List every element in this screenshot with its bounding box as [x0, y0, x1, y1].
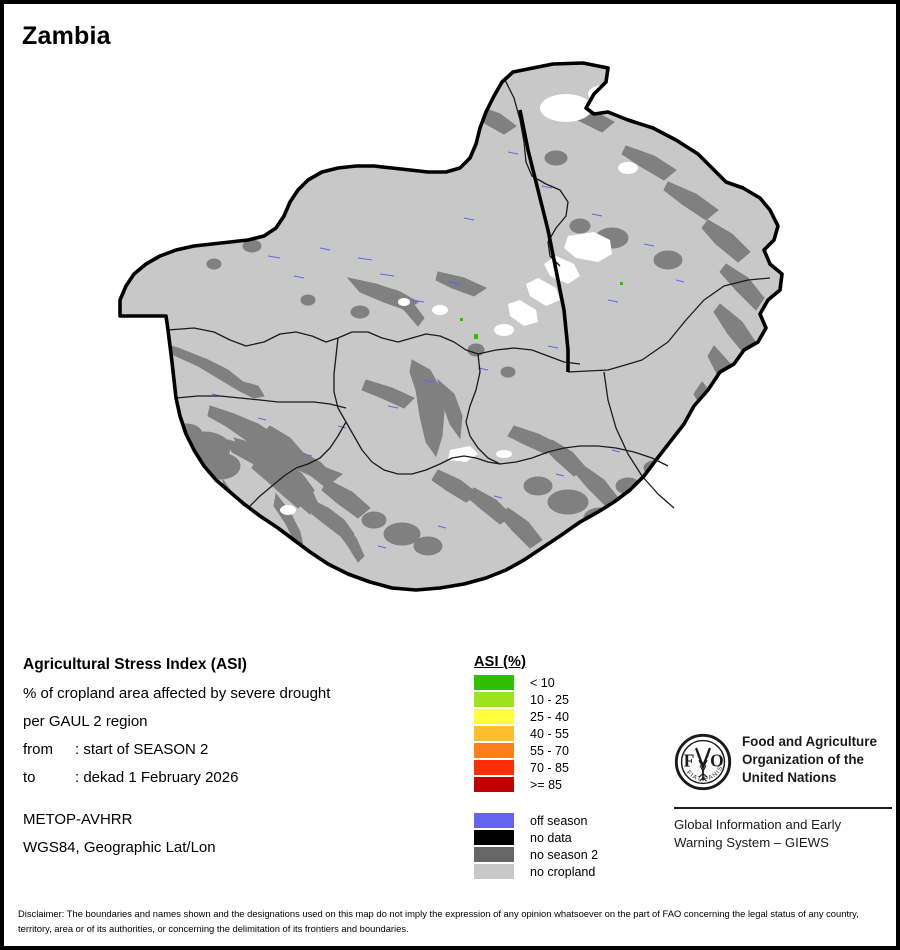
fao-system-line-2: Warning System – GIEWS	[674, 834, 829, 850]
info-subtitle-1: % of cropland area affected by severe dr…	[23, 685, 331, 702]
legend-row-class-1[interactable]: 10 - 25	[474, 691, 654, 708]
info-to-value: : dekad 1 February 2026	[75, 769, 239, 786]
zambia-map-svg	[118, 61, 784, 592]
legend-row-special-1[interactable]: no data	[474, 829, 654, 846]
legend-row-class-4[interactable]: 55 - 70	[474, 742, 654, 759]
info-projection: WGS84, Geographic Lat/Lon	[23, 839, 216, 856]
legend-swatch-special-2	[474, 847, 514, 862]
page-title: Zambia	[22, 22, 111, 50]
disclaimer-text: Disclaimer: The boundaries and names sho…	[18, 908, 859, 934]
info-subtitle-2: per GAUL 2 region	[23, 713, 148, 730]
legend-label-class-3: 40 - 55	[530, 726, 569, 741]
legend-label-class-1: 10 - 25	[530, 692, 569, 707]
legend-label-special-2: no season 2	[530, 847, 599, 862]
legend-special-list: off season no data no season 2 no cropland	[474, 812, 654, 880]
fao-divider	[674, 807, 892, 809]
legend-row-class-3[interactable]: 40 - 55	[474, 725, 654, 742]
info-from-value: : start of SEASON 2	[75, 741, 209, 758]
fao-system-line-1: Global Information and Early	[674, 817, 842, 832]
fao-name-line-1: Food and Agriculture	[742, 734, 877, 749]
map-national-border	[118, 61, 784, 592]
legend-row-special-3[interactable]: no cropland	[474, 863, 654, 880]
info-to-row: to : dekad 1 February 2026	[23, 769, 453, 786]
legend-swatch-special-1	[474, 830, 514, 845]
info-to-label: to	[23, 769, 36, 786]
info-sensor: METOP-AVHRR	[23, 811, 133, 828]
legend-class-list: < 10 10 - 25 25 - 40 40 - 55 55 - 70 70 - 85 >…	[474, 674, 654, 793]
legend-swatch-special-0	[474, 813, 514, 828]
info-spacer	[23, 797, 453, 811]
legend-row-class-2[interactable]: 25 - 40	[474, 708, 654, 725]
fao-name-line-2: Organization of the	[742, 751, 864, 767]
legend-label-class-6: >= 85	[530, 777, 562, 792]
legend-title: ASI (%)	[474, 654, 527, 670]
legend-label-class-4: 55 - 70	[530, 743, 569, 758]
legend-row-special-2[interactable]: no season 2	[474, 846, 654, 863]
map-country-fill	[120, 63, 782, 590]
legend-label-class-5: 70 - 85	[530, 760, 569, 775]
map-asi-low-pixels	[460, 282, 623, 339]
svg-text:O: O	[710, 751, 724, 771]
legend-row-special-0[interactable]: off season	[474, 812, 654, 829]
legend-label-class-2: 25 - 40	[530, 709, 569, 724]
legend-swatch-class-3	[474, 726, 514, 741]
legend-label-special-3: no cropland	[530, 864, 596, 879]
fao-name-line-3: United Nations	[742, 769, 837, 785]
legend-swatch-class-5	[474, 760, 514, 775]
legend-row-class-6[interactable]: >= 85	[474, 776, 654, 793]
legend-label-special-0: off season	[530, 813, 588, 828]
fao-branding: F O FIAT PANIS Food and Agriculture Orga	[674, 733, 896, 852]
legend-swatch-class-0	[474, 675, 514, 690]
info-from-row: from : start of SEASON 2	[23, 741, 453, 758]
map-info-block: Agricultural Stress Index (ASI) % of cro…	[23, 656, 453, 867]
legend: ASI (%) < 10 10 - 25 25 - 40 40 - 55 55 - 70…	[474, 654, 654, 880]
fao-header: F O FIAT PANIS Food and Agriculture Orga	[674, 733, 896, 796]
legend-swatch-class-2	[474, 709, 514, 724]
info-from-label: from	[23, 741, 53, 758]
map-canvas[interactable]	[8, 50, 896, 642]
fao-organization-name: Food and Agriculture Organization of the…	[742, 733, 877, 787]
fao-logo-icon: F O FIAT PANIS	[674, 733, 732, 796]
legend-row-class-0[interactable]: < 10	[474, 674, 654, 691]
legend-swatch-class-6	[474, 777, 514, 792]
legend-label-class-0: < 10	[530, 675, 555, 690]
info-heading: Agricultural Stress Index (ASI)	[23, 656, 247, 673]
legend-swatch-special-3	[474, 864, 514, 879]
svg-text:F: F	[684, 751, 695, 771]
legend-row-class-5[interactable]: 70 - 85	[474, 759, 654, 776]
fao-system-name: Global Information and Early Warning Sys…	[674, 816, 896, 852]
legend-swatch-class-4	[474, 743, 514, 758]
legend-swatch-class-1	[474, 692, 514, 707]
legend-label-special-1: no data	[530, 830, 572, 845]
legend-spacer	[474, 793, 654, 812]
